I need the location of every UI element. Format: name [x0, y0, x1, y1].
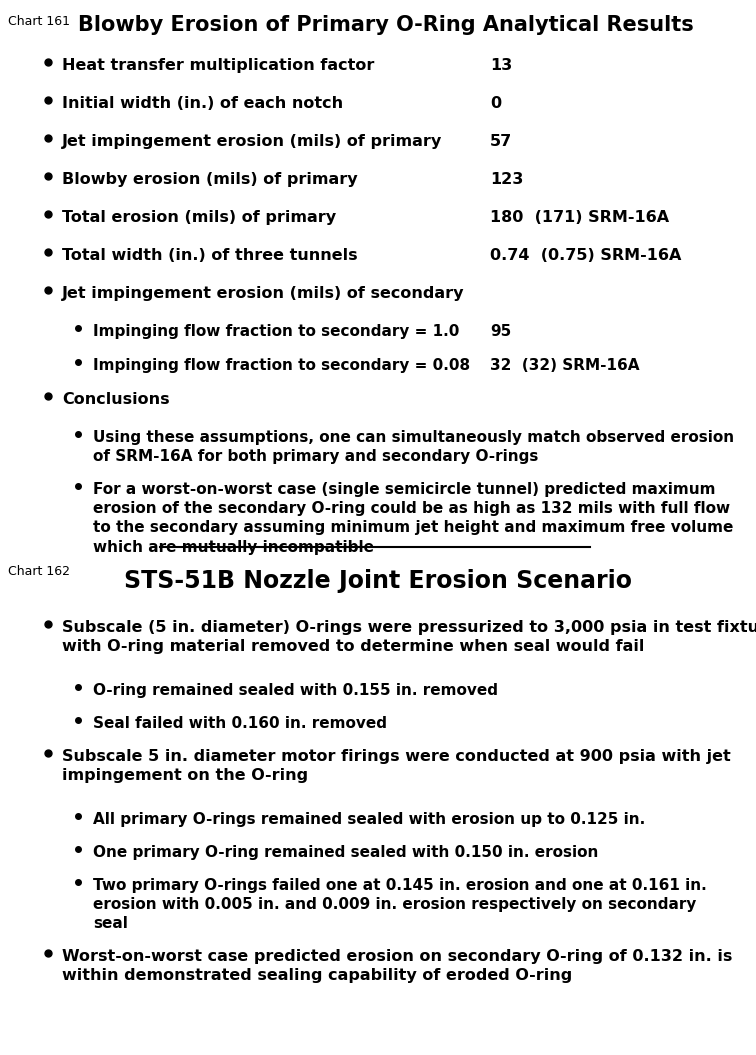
Text: One primary O-ring remained sealed with 0.150 in. erosion: One primary O-ring remained sealed with … — [93, 845, 599, 860]
Text: 180  (171) SRM-16A: 180 (171) SRM-16A — [490, 210, 669, 225]
Text: Conclusions: Conclusions — [62, 392, 169, 407]
Text: Chart 161: Chart 161 — [8, 15, 70, 28]
Text: 95: 95 — [490, 324, 511, 339]
Text: 13: 13 — [490, 58, 513, 73]
Text: 57: 57 — [490, 134, 513, 149]
Text: Blowby Erosion of Primary O-Ring Analytical Results: Blowby Erosion of Primary O-Ring Analyti… — [78, 15, 694, 35]
Text: Impinging flow fraction to secondary = 0.08: Impinging flow fraction to secondary = 0… — [93, 358, 470, 373]
Text: All primary O-rings remained sealed with erosion up to 0.125 in.: All primary O-rings remained sealed with… — [93, 812, 646, 827]
Text: For a worst-on-worst case (single semicircle tunnel) predicted maximum
erosion o: For a worst-on-worst case (single semici… — [93, 482, 733, 555]
Text: O-ring remained sealed with 0.155 in. removed: O-ring remained sealed with 0.155 in. re… — [93, 683, 498, 698]
Text: Impinging flow fraction to secondary = 1.0: Impinging flow fraction to secondary = 1… — [93, 324, 460, 339]
Text: 32  (32) SRM-16A: 32 (32) SRM-16A — [490, 358, 640, 373]
Text: Total erosion (mils) of primary: Total erosion (mils) of primary — [62, 210, 336, 225]
Text: Subscale 5 in. diameter motor firings were conducted at 900 psia with jet
imping: Subscale 5 in. diameter motor firings we… — [62, 749, 731, 783]
Text: STS-51B Nozzle Joint Erosion Scenario: STS-51B Nozzle Joint Erosion Scenario — [124, 569, 632, 593]
Text: Heat transfer multiplication factor: Heat transfer multiplication factor — [62, 58, 374, 73]
Text: Initial width (in.) of each notch: Initial width (in.) of each notch — [62, 96, 343, 111]
Text: 123: 123 — [490, 172, 523, 187]
Text: Total width (in.) of three tunnels: Total width (in.) of three tunnels — [62, 248, 358, 263]
Text: 0.74  (0.75) SRM-16A: 0.74 (0.75) SRM-16A — [490, 248, 681, 263]
Text: Chart 162: Chart 162 — [8, 565, 70, 578]
Text: Worst-on-worst case predicted erosion on secondary O-ring of 0.132 in. is
within: Worst-on-worst case predicted erosion on… — [62, 950, 733, 983]
Text: Using these assumptions, one can simultaneously match observed erosion
of SRM-16: Using these assumptions, one can simulta… — [93, 430, 734, 464]
Text: Jet impingement erosion (mils) of secondary: Jet impingement erosion (mils) of second… — [62, 286, 464, 301]
Text: Seal failed with 0.160 in. removed: Seal failed with 0.160 in. removed — [93, 716, 387, 731]
Text: Subscale (5 in. diameter) O-rings were pressurized to 3,000 psia in test fixture: Subscale (5 in. diameter) O-rings were p… — [62, 620, 756, 654]
Text: 0: 0 — [490, 96, 501, 111]
Text: Blowby erosion (mils) of primary: Blowby erosion (mils) of primary — [62, 172, 358, 187]
Text: Jet impingement erosion (mils) of primary: Jet impingement erosion (mils) of primar… — [62, 134, 442, 149]
Text: Two primary O-rings failed one at 0.145 in. erosion and one at 0.161 in.
erosion: Two primary O-rings failed one at 0.145 … — [93, 878, 707, 932]
